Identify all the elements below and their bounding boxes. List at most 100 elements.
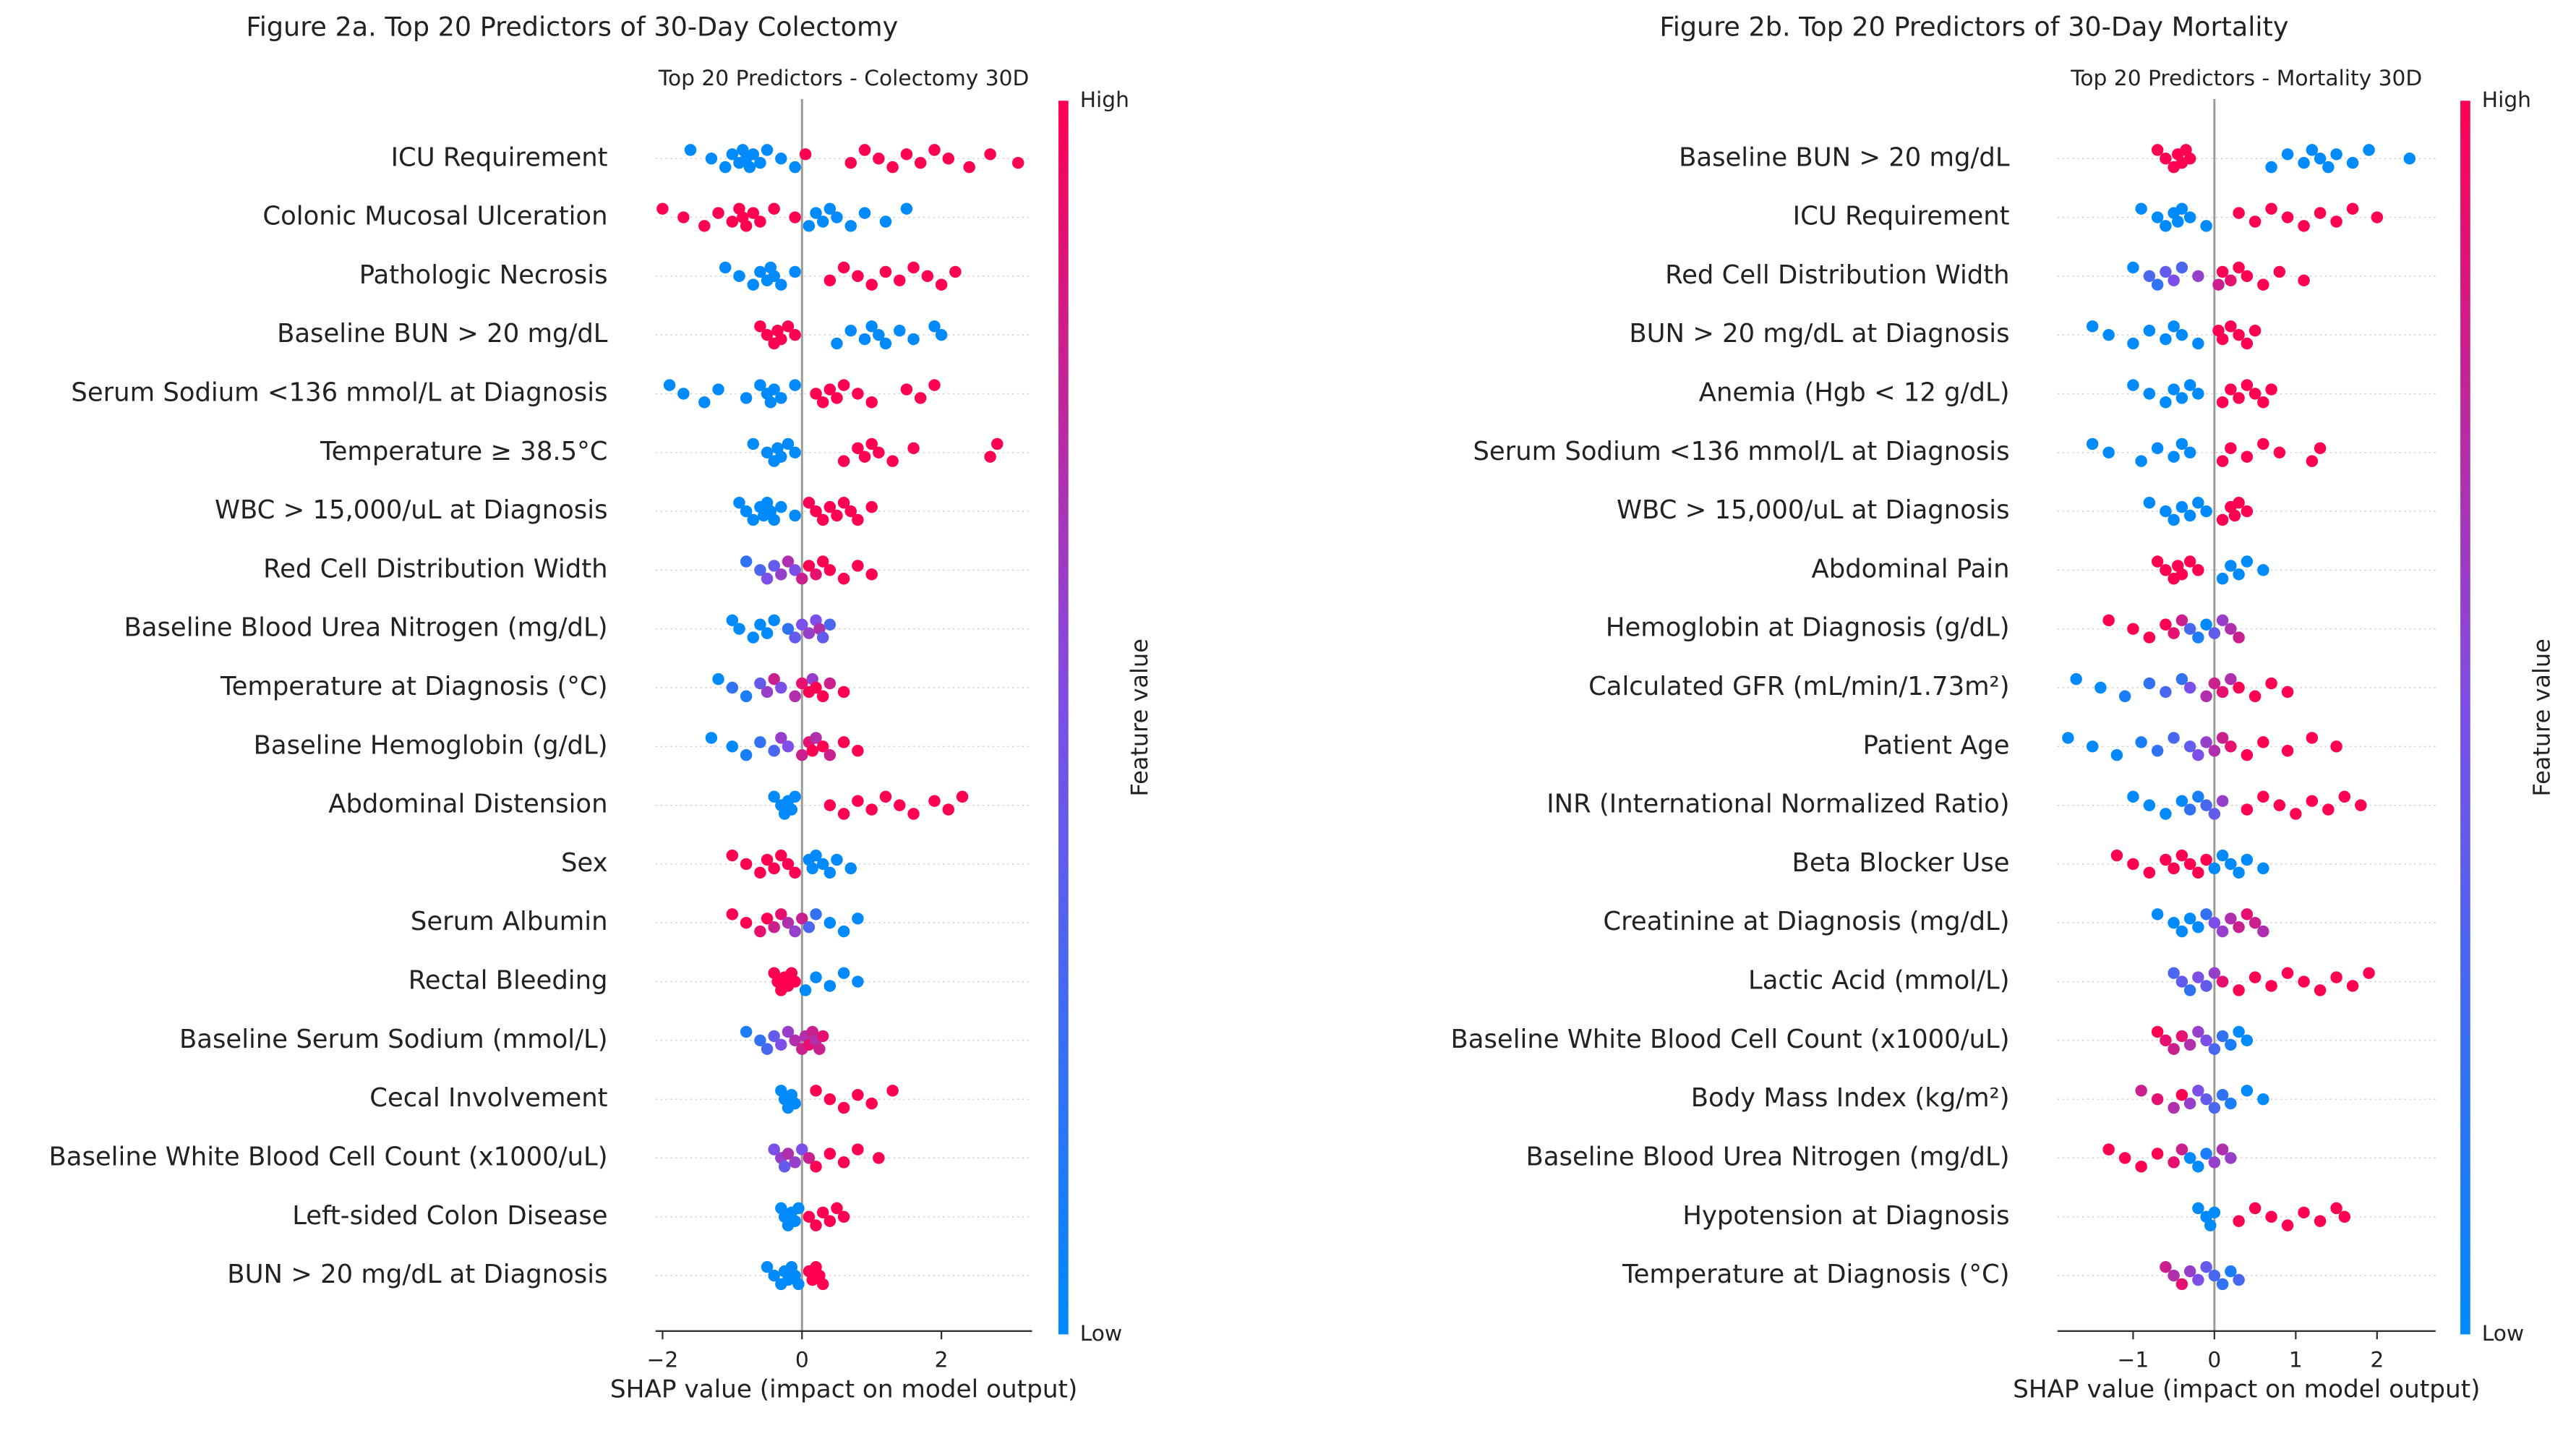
feature-label: Pathologic Necrosis (359, 260, 608, 290)
shap-dot (2118, 1152, 2131, 1164)
shap-dot (677, 211, 690, 223)
shap-dot (858, 450, 871, 463)
shap-dot (2183, 153, 2196, 165)
shap-dot (2208, 808, 2221, 820)
shap-dot (823, 748, 836, 761)
shap-dot (705, 732, 718, 744)
shap-dot (2151, 442, 2164, 455)
x-tick-label: 1 (2289, 1347, 2303, 1372)
shap-dot (2151, 278, 2164, 291)
shap-dot (2127, 858, 2139, 871)
shap-dot (733, 270, 745, 283)
shap-dot (2192, 564, 2204, 576)
shap-dot (2298, 220, 2310, 232)
shap-dot (2192, 337, 2204, 350)
shap-dot (858, 333, 871, 346)
shap-dot (2168, 1156, 2180, 1169)
shap-dot (775, 849, 787, 862)
shap-dot (949, 265, 962, 278)
shap-dot (865, 320, 878, 333)
shap-dot (823, 1093, 836, 1106)
shap-dot (803, 627, 816, 639)
shap-dot (894, 274, 906, 287)
shap-dot (837, 261, 850, 274)
shap-dot (2241, 270, 2254, 283)
colorbar (1058, 101, 1069, 1335)
figure-title: Figure 2a. Top 20 Predictors of 30-Day C… (246, 11, 898, 42)
shap-dot (803, 1210, 816, 1223)
feature-label: ICU Requirement (391, 142, 608, 172)
shap-dot (803, 220, 816, 232)
shap-dot (2233, 681, 2245, 694)
shap-dot (852, 442, 864, 455)
shap-dot (900, 202, 913, 215)
shap-dot (2200, 690, 2212, 703)
shap-dot (747, 148, 759, 161)
shap-dot (789, 509, 801, 522)
shap-dot (2168, 513, 2180, 526)
shap-dot (761, 1260, 774, 1273)
feature-label: Lactic Acid (mmol/L) (1748, 966, 2010, 996)
shap-dot (2192, 1025, 2204, 1038)
shap-dot (894, 325, 906, 337)
shap-dot (2151, 211, 2164, 223)
shap-dot (796, 618, 808, 631)
shap-dot (2216, 685, 2229, 699)
shap-dot (698, 396, 711, 409)
shap-dot (761, 446, 774, 459)
shap-dot (823, 799, 836, 811)
shap-dot (813, 1043, 826, 1055)
shap-dot (907, 442, 920, 455)
feature-label: Temperature ≥ 38.5°C (320, 437, 608, 466)
shap-dot (873, 446, 885, 459)
shap-dot (2183, 1265, 2196, 1278)
shap-dot (789, 1034, 801, 1047)
shap-dot (2216, 849, 2229, 862)
shap-dot (2168, 1043, 2180, 1055)
shap-dot (837, 967, 850, 979)
shap-dot (2175, 1278, 2188, 1291)
shap-dot (2233, 568, 2245, 581)
shap-dot (2225, 1152, 2237, 1164)
shap-dot (2168, 274, 2180, 287)
shap-dot (2225, 1038, 2237, 1051)
shap-dot (2208, 1101, 2221, 1114)
shap-dot (2273, 799, 2286, 811)
shap-dot (740, 555, 753, 568)
shap-dot (816, 740, 829, 753)
shap-dot (2363, 144, 2375, 156)
shap-dot (726, 908, 739, 920)
shap-dot (2298, 274, 2310, 287)
shap-dot (2225, 858, 2237, 871)
shap-dot (2216, 795, 2229, 807)
shap-dot (873, 328, 885, 341)
shap-dot (2248, 971, 2262, 983)
shap-dot (2110, 849, 2123, 862)
shap-dot (2216, 925, 2229, 938)
shap-dot (865, 278, 878, 291)
shap-dot (796, 748, 808, 761)
shap-dot (2151, 1093, 2164, 1106)
shap-dot (2200, 736, 2212, 748)
shap-dot (865, 437, 878, 450)
shap-dot (852, 388, 864, 400)
shap-dot (2314, 442, 2327, 455)
shap-dot (942, 153, 954, 165)
shap-dot (2241, 853, 2254, 866)
shap-dot (2216, 732, 2229, 744)
shap-dot (2233, 631, 2245, 644)
shap-dot (761, 1043, 774, 1055)
shap-dot (879, 215, 892, 228)
shap-dot (2160, 808, 2172, 820)
shap-dot (2322, 161, 2335, 174)
shap-dot (2257, 1093, 2269, 1106)
shap-dot (2183, 1152, 2196, 1164)
shap-dot (886, 1085, 899, 1097)
shap-dot (782, 623, 795, 635)
shap-dot (2225, 623, 2237, 635)
feature-label: Baseline BUN > 20 mg/dL (1679, 142, 2010, 172)
shap-dot (2241, 450, 2254, 463)
shap-dot (852, 513, 864, 526)
shap-dot (747, 207, 759, 219)
feature-label: Patient Age (1863, 730, 2010, 760)
